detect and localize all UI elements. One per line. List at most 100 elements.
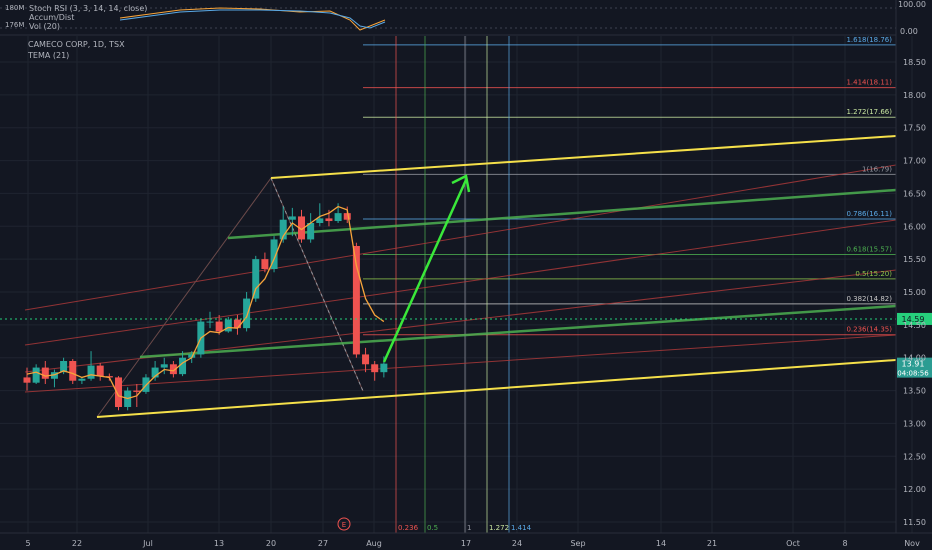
current-price-badge <box>897 357 932 378</box>
candle-body <box>206 321 214 323</box>
channel-ray <box>24 334 897 393</box>
tema-line <box>26 205 385 400</box>
rsi-tick-bottom: 0.00 <box>900 27 918 36</box>
fib-time-label: 1.414 <box>511 524 532 532</box>
candle-body <box>252 259 260 299</box>
x-tick-label: 20 <box>266 539 276 548</box>
candle-body <box>60 361 68 373</box>
y-tick-label: 16.00 <box>903 222 926 231</box>
x-tick-label: Nov <box>904 539 920 548</box>
fib-level-label: 0.236(14.35) <box>846 326 892 334</box>
y-tick-label: 13.50 <box>903 387 926 396</box>
candle-body <box>288 216 296 220</box>
candle-body <box>169 364 177 375</box>
tema-legend[interactable]: TEMA (21) <box>28 51 70 60</box>
stoch-k-line <box>119 7 386 31</box>
candle-body <box>371 364 379 373</box>
stoch-d-line <box>119 9 386 29</box>
vol-tick-top: 180M <box>5 4 25 12</box>
fib-time-label: 0.5 <box>427 524 438 532</box>
candle-body <box>69 361 77 381</box>
candle-body <box>298 216 305 240</box>
x-tick-label: Jul <box>142 539 153 548</box>
fib-level-label: 0.5(15.20) <box>855 270 892 278</box>
candle-body <box>160 364 168 368</box>
x-tick-label: 21 <box>707 539 717 548</box>
candle-body <box>32 367 40 383</box>
y-tick-label: 17.00 <box>903 157 926 166</box>
candle-series <box>23 203 388 411</box>
y-tick-label: 14.50 <box>903 321 926 330</box>
earnings-marker <box>337 517 351 531</box>
y-tick-label: 18.50 <box>903 58 926 67</box>
legend: CAMECO CORP, 1D, TSX TEMA (21) <box>28 39 125 61</box>
vol-tick-bottom: 176M <box>5 21 25 29</box>
candle-body <box>41 367 49 379</box>
y-tick-label: 14.00 <box>903 354 926 363</box>
candle-body <box>270 239 278 269</box>
drawing-layer <box>24 36 897 533</box>
earnings-marker-label: E <box>342 521 346 529</box>
fib-level-label: 1.414(18.11) <box>846 79 892 87</box>
candle-body <box>133 390 141 392</box>
x-tick-label: 22 <box>72 539 82 548</box>
fib-level-label: 1(16.79) <box>862 165 892 173</box>
lower-mid-channel-line <box>139 304 897 359</box>
rsi-tick-top: 100.00 <box>898 0 926 9</box>
candle-body <box>362 354 370 365</box>
volume-legend[interactable]: Vol (20) <box>29 22 60 31</box>
indicator-bg <box>0 0 896 35</box>
y-tick-label: 12.50 <box>903 452 926 461</box>
x-tick-label: 14 <box>656 539 666 548</box>
countdown-label: 04:08:56 <box>897 370 929 378</box>
current-price-label: 13.91 <box>902 360 925 369</box>
fib-time-label: 0.236 <box>398 524 419 532</box>
candle-body <box>224 319 232 332</box>
candle-body <box>279 219 287 240</box>
channel-ray <box>24 219 897 346</box>
x-tick-label: 17 <box>461 539 471 548</box>
x-tick-label: 13 <box>214 539 224 548</box>
candle-body <box>233 319 241 329</box>
projection-arrow <box>382 179 468 363</box>
candle-body <box>352 246 360 355</box>
channel-ray <box>24 164 897 311</box>
accum-dist-legend[interactable]: Accum/Dist <box>29 13 75 22</box>
x-tick-label: 8 <box>842 539 847 548</box>
fib-time-label: 1.272 <box>489 524 509 532</box>
stoch-rsi-legend[interactable]: Stoch RSI (3, 3, 14, 14, close) <box>29 4 148 13</box>
y-tick-label: 11.50 <box>903 518 926 527</box>
candle-body <box>334 213 342 222</box>
candle-body <box>96 365 104 377</box>
candle-body <box>179 357 187 375</box>
indicator-pane <box>0 0 896 36</box>
chart-grid <box>0 36 913 533</box>
candle-body <box>87 365 95 379</box>
candle-body <box>316 218 324 223</box>
candle-body <box>343 213 351 220</box>
y-tick-label: 13.00 <box>903 419 926 428</box>
x-tick-label: Oct <box>786 539 800 548</box>
fib-level-label: 0.786(16.11) <box>846 210 892 218</box>
fib-level-label: 0.618(15.57) <box>846 246 892 254</box>
upper-mid-channel-line <box>227 188 897 240</box>
candle-body <box>115 377 122 407</box>
last-price-badge <box>897 312 932 325</box>
candle-body <box>23 377 31 383</box>
symbol-title[interactable]: CAMECO CORP, 1D, TSX <box>28 40 125 49</box>
candle-body <box>78 378 86 381</box>
x-tick-label: Sep <box>570 539 585 548</box>
candle-body <box>105 376 113 378</box>
y-tick-label: 15.00 <box>903 288 926 297</box>
candle-body <box>215 321 223 332</box>
candle-body <box>261 259 269 269</box>
y-tick-label: 18.00 <box>903 91 926 100</box>
fib-time-label: 1 <box>467 524 471 532</box>
lower-channel-line <box>96 359 897 418</box>
fib-level-label: 1.272(17.66) <box>846 108 892 116</box>
upper-channel-line <box>270 135 897 179</box>
fib-level-label: 1.618(18.76) <box>846 36 892 44</box>
